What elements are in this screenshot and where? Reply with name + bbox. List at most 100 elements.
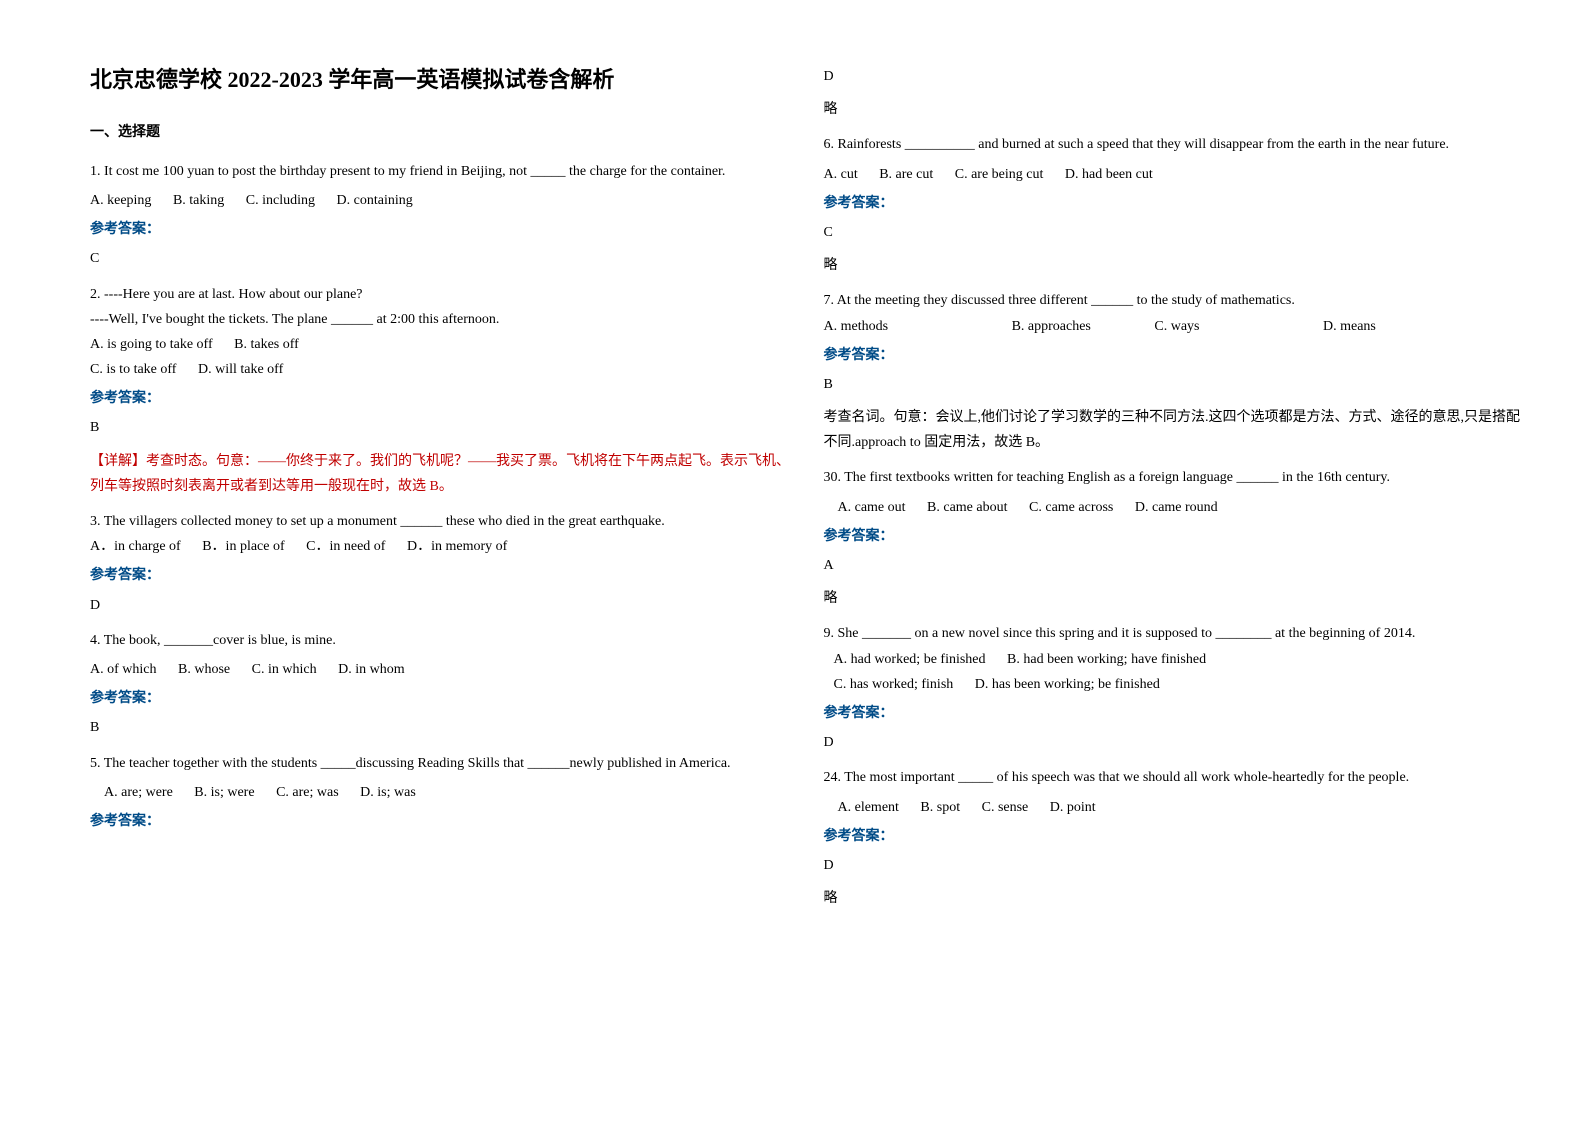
q1-answer-label: 参考答案： <box>90 217 794 242</box>
q24-answer: D <box>824 853 1528 878</box>
q7-options: A. methods B. approaches C. ways D. mean… <box>824 314 1528 339</box>
q1-options: A. keeping B. taking C. including D. con… <box>90 188 794 213</box>
q6-opt-b: B. are cut <box>879 162 933 187</box>
q4-opt-d: D. in whom <box>338 657 405 682</box>
q2-answer: B <box>90 415 794 440</box>
q3-opt-b: B．in place of <box>202 534 284 559</box>
q24-opt-c: C. sense <box>982 795 1029 820</box>
q3-text: 3. The villagers collected money to set … <box>90 509 794 534</box>
q5-text: 5. The teacher together with the student… <box>90 751 794 776</box>
q5-opt-a: A. are; were <box>104 780 173 805</box>
question-3: 3. The villagers collected money to set … <box>90 509 794 618</box>
q9-answer-label: 参考答案： <box>824 701 1528 726</box>
q4-opt-c: C. in which <box>252 657 317 682</box>
question-5: 5. The teacher together with the student… <box>90 751 794 835</box>
q2-opt-a: A. is going to take off <box>90 332 213 357</box>
q7-text: 7. At the meeting they discussed three d… <box>824 288 1528 313</box>
q30-opt-c: C. came across <box>1029 495 1113 520</box>
q2-answer-label: 参考答案： <box>90 386 794 411</box>
q2-line1: 2. ----Here you are at last. How about o… <box>90 282 794 307</box>
q9-opt-c: C. has worked; finish <box>834 672 954 697</box>
q6-omit: 略 <box>824 253 1528 278</box>
q24-options: A. element B. spot C. sense D. point <box>824 795 1528 820</box>
q3-opt-c: C．in need of <box>306 534 385 559</box>
q5-answer-label-left: 参考答案： <box>90 809 794 834</box>
q2-line2: ----Well, I've bought the tickets. The p… <box>90 307 794 332</box>
q2-explanation: 【详解】考查时态。句意：——你终于来了。我们的飞机呢？——我买了票。飞机将在下午… <box>90 449 794 499</box>
q5-opt-b: B. is; were <box>194 780 254 805</box>
q2-opt-d: D. will take off <box>198 357 283 382</box>
q30-options: A. came out B. came about C. came across… <box>824 495 1528 520</box>
q4-answer: B <box>90 715 794 740</box>
q9-answer: D <box>824 730 1528 755</box>
q30-opt-d: D. came round <box>1135 495 1218 520</box>
q9-opt-d: D. has been working; be finished <box>975 672 1160 697</box>
question-6: 6. Rainforests __________ and burned at … <box>824 132 1528 278</box>
page-root: 北京忠德学校 2022-2023 学年高一英语模拟试卷含解析 一、选择题 1. … <box>0 0 1587 1122</box>
q2-opt-c: C. is to take off <box>90 357 176 382</box>
q30-text: 30. The first textbooks written for teac… <box>824 465 1528 490</box>
q1-opt-a: A. keeping <box>90 188 151 213</box>
q4-opt-b: B. whose <box>178 657 230 682</box>
q5-answer: D <box>824 64 1528 89</box>
q24-opt-a: A. element <box>838 795 899 820</box>
q7-answer-label: 参考答案： <box>824 343 1528 368</box>
q9-opt-a: A. had worked; be finished <box>834 647 986 672</box>
q30-opt-a: A. came out <box>838 495 906 520</box>
q3-opt-a: A．in charge of <box>90 534 181 559</box>
q9-options: A. had worked; be finished B. had been w… <box>824 647 1528 697</box>
left-column: 北京忠德学校 2022-2023 学年高一英语模拟试卷含解析 一、选择题 1. … <box>90 60 824 1082</box>
doc-title: 北京忠德学校 2022-2023 学年高一英语模拟试卷含解析 <box>90 60 794 100</box>
q1-opt-c: C. including <box>246 188 315 213</box>
question-2: 2. ----Here you are at last. How about o… <box>90 282 794 500</box>
q24-answer-label: 参考答案： <box>824 824 1528 849</box>
q3-opt-d: D．in memory of <box>407 534 507 559</box>
q4-text: 4. The book, _______cover is blue, is mi… <box>90 628 794 653</box>
q30-omit: 略 <box>824 586 1528 611</box>
q6-opt-d: D. had been cut <box>1065 162 1153 187</box>
question-7: 7. At the meeting they discussed three d… <box>824 288 1528 455</box>
q6-opt-c: C. are being cut <box>955 162 1044 187</box>
q3-answer-label: 参考答案： <box>90 563 794 588</box>
q5-opt-c: C. are; was <box>276 780 339 805</box>
q4-opt-a: A. of which <box>90 657 157 682</box>
question-4: 4. The book, _______cover is blue, is mi… <box>90 628 794 741</box>
q7-explanation: 考查名词。句意：会议上,他们讨论了学习数学的三种不同方法.这四个选项都是方法、方… <box>824 405 1528 455</box>
q9-opt-b: B. had been working; have finished <box>1007 647 1206 672</box>
q6-options: A. cut B. are cut C. are being cut D. ha… <box>824 162 1528 187</box>
q24-opt-d: D. point <box>1050 795 1096 820</box>
q9-text: 9. She _______ on a new novel since this… <box>824 621 1528 646</box>
q5-options: A. are; were B. is; were C. are; was D. … <box>90 780 794 805</box>
q3-options: A．in charge of B．in place of C．in need o… <box>90 534 794 559</box>
q4-answer-label: 参考答案： <box>90 686 794 711</box>
question-9: 9. She _______ on a new novel since this… <box>824 621 1528 755</box>
q4-options: A. of which B. whose C. in which D. in w… <box>90 657 794 682</box>
q2-options: A. is going to take off B. takes off C. … <box>90 332 794 382</box>
q1-opt-b: B. taking <box>173 188 224 213</box>
q7-opt-b: B. approaches <box>1012 314 1091 339</box>
q30-answer-label: 参考答案： <box>824 524 1528 549</box>
q6-answer-label: 参考答案： <box>824 191 1528 216</box>
question-24: 24. The most important _____ of his spee… <box>824 765 1528 911</box>
q6-opt-a: A. cut <box>824 162 858 187</box>
q1-answer: C <box>90 246 794 271</box>
q7-answer: B <box>824 372 1528 397</box>
q6-text: 6. Rainforests __________ and burned at … <box>824 132 1528 157</box>
q5-opt-d: D. is; was <box>360 780 416 805</box>
q3-answer: D <box>90 593 794 618</box>
question-30: 30. The first textbooks written for teac… <box>824 465 1528 611</box>
section-heading: 一、选择题 <box>90 120 794 145</box>
question-1: 1. It cost me 100 yuan to post the birth… <box>90 159 794 272</box>
q7-opt-d: D. means <box>1323 314 1376 339</box>
q24-text: 24. The most important _____ of his spee… <box>824 765 1528 790</box>
q5-omit: 略 <box>824 97 1528 122</box>
q24-opt-b: B. spot <box>920 795 960 820</box>
q1-opt-d: D. containing <box>337 188 413 213</box>
q30-opt-b: B. came about <box>927 495 1007 520</box>
q2-opt-b: B. takes off <box>234 332 299 357</box>
q30-answer: A <box>824 553 1528 578</box>
q6-answer: C <box>824 220 1528 245</box>
q24-omit: 略 <box>824 886 1528 911</box>
q7-opt-c: C. ways <box>1154 314 1199 339</box>
q1-text: 1. It cost me 100 yuan to post the birth… <box>90 159 794 184</box>
